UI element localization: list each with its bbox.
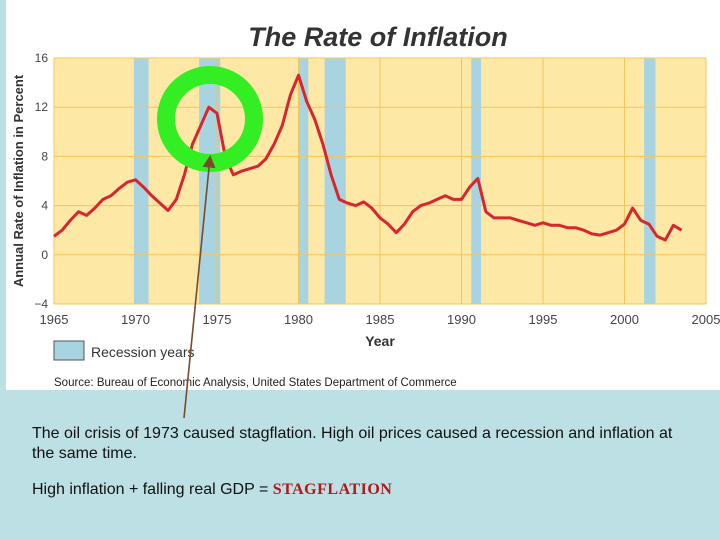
- source-note: Source: Bureau of Economic Analysis, Uni…: [54, 377, 457, 389]
- y-tick-label: −4: [34, 297, 48, 311]
- caption-stagflation: High inflation + falling real GDP = STAG…: [32, 480, 682, 500]
- legend-label: Recession years: [91, 344, 195, 360]
- legend-swatch: [53, 340, 85, 361]
- x-tick-label: 1975: [203, 312, 232, 327]
- recession-band-0: [133, 58, 149, 304]
- stagflation-keyword: STAGFLATION: [272, 481, 393, 498]
- y-tick-label: 8: [41, 149, 48, 163]
- recession-band-2: [298, 58, 309, 304]
- recession-band-3: [324, 58, 346, 304]
- x-tick-label: 2005: [692, 312, 720, 327]
- x-tick-label: 1985: [366, 312, 395, 327]
- x-tick-label: 1970: [121, 312, 150, 327]
- x-axis-label: Year: [365, 333, 395, 349]
- caption-prefix: High inflation + falling real GDP =: [32, 481, 273, 498]
- y-tick-label: 16: [35, 51, 49, 65]
- recession-band-5: [644, 58, 656, 304]
- y-tick-label: 4: [41, 199, 48, 213]
- y-tick-label: 0: [41, 248, 48, 262]
- x-tick-label: 2000: [610, 312, 639, 327]
- y-tick-label: 12: [35, 100, 49, 114]
- y-axis-label: Annual Rate of Inflation in Percent: [11, 74, 26, 287]
- x-tick-label: 1990: [447, 312, 476, 327]
- chart-figure: The Rate of Inflation 16 12 8 4 0 −4 1965 1970 19…: [6, 0, 720, 390]
- x-tick-label: 1965: [40, 312, 69, 327]
- x-tick-label: 1980: [284, 312, 313, 327]
- x-tick-label: 1995: [529, 312, 558, 327]
- inflation-series-line: [53, 73, 683, 242]
- caption-oil-crisis: The oil crisis of 1973 caused stagflatio…: [32, 425, 673, 462]
- chart-title: The Rate of Inflation: [248, 22, 508, 52]
